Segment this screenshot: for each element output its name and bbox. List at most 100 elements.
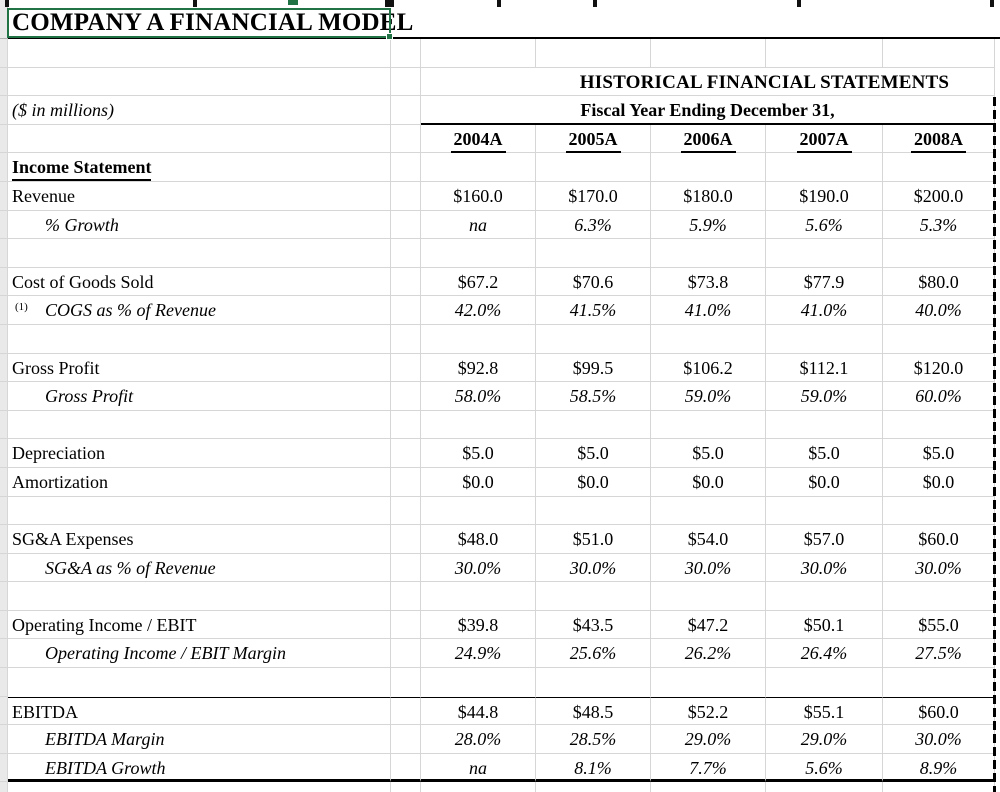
value-cell[interactable]: 58.0%	[421, 382, 536, 411]
value-cell[interactable]: $5.0	[536, 439, 651, 468]
row-label-cell[interactable]: Income Statement	[8, 153, 391, 182]
empty-cell[interactable]	[766, 668, 883, 697]
empty-cell[interactable]	[766, 153, 883, 182]
row-label-cell[interactable]: COGS as % of Revenue	[8, 296, 391, 325]
value-cell[interactable]: 30.0%	[536, 553, 651, 583]
row-label-cell[interactable]: EBITDA Growth	[8, 753, 391, 783]
value-cell[interactable]: 5.9%	[651, 210, 766, 240]
value-cell[interactable]: 28.5%	[536, 725, 651, 754]
empty-cell[interactable]	[8, 39, 391, 68]
value-cell[interactable]: $51.0	[536, 525, 651, 554]
row-label-cell[interactable]: % Growth	[8, 210, 391, 240]
value-cell[interactable]: $0.0	[651, 467, 766, 497]
value-cell[interactable]: 41.0%	[651, 296, 766, 325]
empty-cell[interactable]	[651, 239, 766, 268]
empty-cell[interactable]	[536, 39, 651, 68]
value-cell[interactable]: 41.0%	[766, 296, 883, 325]
empty-cell[interactable]	[391, 181, 421, 211]
value-cell[interactable]: 26.4%	[766, 639, 883, 669]
empty-cell[interactable]	[391, 439, 421, 468]
value-cell[interactable]: 42.0%	[421, 296, 536, 325]
value-cell[interactable]: $92.8	[421, 353, 536, 383]
value-cell[interactable]: 58.5%	[536, 382, 651, 411]
empty-cell[interactable]	[391, 153, 421, 182]
empty-cell[interactable]	[651, 153, 766, 182]
row-label-cell[interactable]	[8, 324, 391, 354]
value-cell[interactable]: 30.0%	[651, 553, 766, 583]
value-cell[interactable]: $190.0	[766, 181, 883, 211]
empty-cell[interactable]	[391, 67, 421, 97]
value-cell[interactable]: $200.0	[883, 181, 995, 211]
value-cell[interactable]: $55.1	[766, 696, 883, 726]
row-label-cell[interactable]	[8, 668, 391, 697]
empty-cell[interactable]	[766, 496, 883, 526]
empty-cell[interactable]	[766, 782, 883, 792]
row-label-cell[interactable]: Cost of Goods Sold (1)	[8, 267, 391, 312]
value-cell[interactable]: 28.0%	[421, 725, 536, 754]
value-cell[interactable]: $57.0	[766, 525, 883, 554]
value-cell[interactable]: $5.0	[651, 439, 766, 468]
empty-cell[interactable]	[8, 782, 391, 792]
empty-cell[interactable]	[883, 782, 995, 792]
value-cell[interactable]: $67.2	[421, 267, 536, 297]
empty-cell[interactable]	[421, 496, 536, 526]
value-cell[interactable]: 29.0%	[651, 725, 766, 754]
empty-cell[interactable]	[651, 582, 766, 611]
value-cell[interactable]: $170.0	[536, 181, 651, 211]
value-cell[interactable]: 26.2%	[651, 639, 766, 669]
value-cell[interactable]: $44.8	[421, 696, 536, 726]
value-cell[interactable]: 8.9%	[883, 753, 995, 783]
empty-cell[interactable]	[391, 696, 421, 726]
value-cell[interactable]: $55.0	[883, 610, 995, 640]
empty-cell[interactable]	[766, 582, 883, 611]
empty-cell[interactable]	[391, 725, 421, 754]
year-header-cell[interactable]: 2005A	[536, 124, 651, 154]
value-cell[interactable]: 7.7%	[651, 753, 766, 783]
empty-cell[interactable]	[536, 324, 651, 354]
empty-cell[interactable]	[421, 582, 536, 611]
value-cell[interactable]: 30.0%	[766, 553, 883, 583]
row-label-cell[interactable]: Amortization	[8, 467, 391, 497]
empty-cell[interactable]	[766, 324, 883, 354]
empty-cell[interactable]	[391, 467, 421, 497]
empty-cell[interactable]	[421, 39, 536, 68]
empty-cell[interactable]	[536, 668, 651, 697]
value-cell[interactable]: $106.2	[651, 353, 766, 383]
value-cell[interactable]: $60.0	[883, 696, 995, 726]
empty-cell[interactable]	[536, 239, 651, 268]
value-cell[interactable]: 59.0%	[651, 382, 766, 411]
empty-cell[interactable]	[883, 39, 995, 68]
value-cell[interactable]: $80.0	[883, 267, 995, 297]
empty-cell[interactable]	[8, 67, 391, 97]
row-label-cell[interactable]: SG&A as % of Revenue	[8, 553, 391, 583]
empty-cell[interactable]	[391, 267, 421, 297]
value-cell[interactable]: 30.0%	[421, 553, 536, 583]
empty-cell[interactable]	[883, 668, 995, 697]
row-label-cell[interactable]	[8, 582, 391, 611]
empty-cell[interactable]	[391, 353, 421, 383]
empty-cell[interactable]	[883, 582, 995, 611]
value-cell[interactable]: 5.3%	[883, 210, 995, 240]
value-cell[interactable]: $180.0	[651, 181, 766, 211]
empty-cell[interactable]	[421, 324, 536, 354]
row-label-cell[interactable]: Operating Income / EBIT	[8, 610, 391, 640]
year-header-cell[interactable]: 2007A	[766, 124, 883, 154]
fill-handle[interactable]	[386, 33, 393, 40]
empty-cell[interactable]	[391, 39, 421, 68]
empty-cell[interactable]	[391, 582, 421, 611]
empty-cell[interactable]	[421, 782, 536, 792]
empty-cell[interactable]	[391, 668, 421, 697]
value-cell[interactable]: $0.0	[883, 467, 995, 497]
empty-cell[interactable]	[883, 324, 995, 354]
empty-cell[interactable]	[391, 782, 421, 792]
value-cell[interactable]: $73.8	[651, 267, 766, 297]
empty-cell[interactable]	[391, 610, 421, 640]
empty-cell[interactable]	[883, 496, 995, 526]
row-label-cell[interactable]: Gross Profit	[8, 382, 391, 411]
value-cell[interactable]: $43.5	[536, 610, 651, 640]
value-cell[interactable]: 29.0%	[766, 725, 883, 754]
empty-cell[interactable]	[766, 410, 883, 440]
empty-cell[interactable]	[883, 239, 995, 268]
value-cell[interactable]: 59.0%	[766, 382, 883, 411]
period-header-cell[interactable]: Fiscal Year Ending December 31,	[421, 96, 995, 125]
